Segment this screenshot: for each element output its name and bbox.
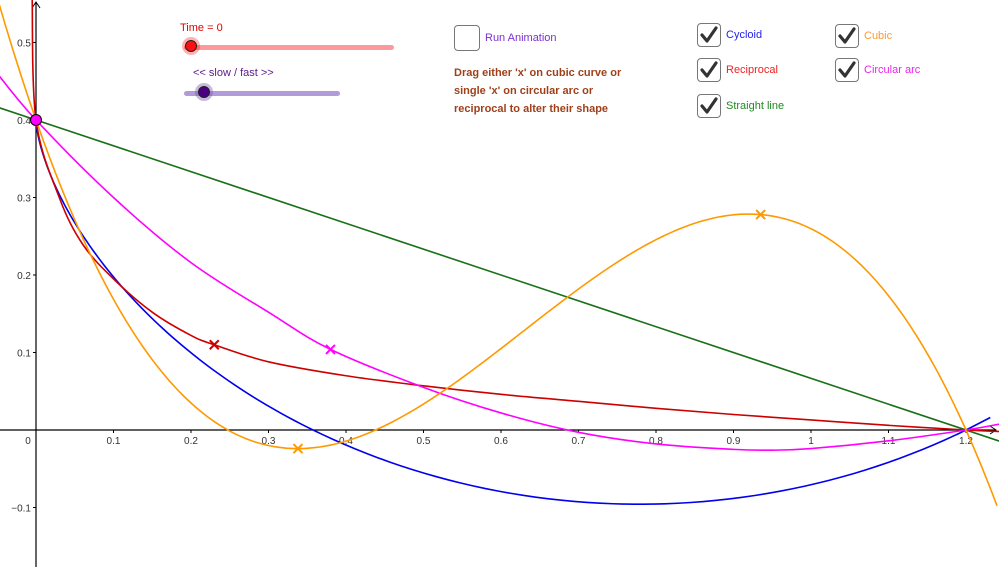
instructions-text: Drag either 'x' on cubic curve or single… (454, 67, 622, 115)
circular-arc-label: Circular arc (864, 64, 921, 76)
reciprocal-label: Reciprocal (726, 64, 778, 76)
x-tick-label: 0.1 (107, 436, 121, 447)
straight-line-checkbox[interactable]: Straight line (697, 94, 784, 118)
x-tick-label: 0.9 (727, 436, 741, 447)
cubic-curve (0, 4, 998, 507)
drag-point-x-icon[interactable] (209, 339, 220, 350)
speed-slider-knob[interactable] (198, 86, 210, 98)
x-tick-label: 1.2 (959, 436, 973, 447)
x-tick-label: 1 (808, 436, 814, 447)
x-tick-label: 0.6 (494, 436, 508, 447)
speed-slider[interactable] (184, 83, 340, 102)
circular-arc-curve (0, 75, 999, 452)
checkmark-icon[interactable] (835, 58, 859, 82)
start-point[interactable] (30, 114, 42, 126)
drag-point-x-icon[interactable] (755, 209, 766, 220)
x-tick-label: 0.7 (572, 436, 586, 447)
cubic-checkbox[interactable]: Cubic (835, 24, 892, 48)
y-tick-label: 0.5 (17, 39, 31, 50)
checkmark-icon[interactable] (697, 23, 721, 47)
run-animation-checkbox[interactable]: Run Animation (454, 25, 557, 51)
checkmark-icon[interactable] (697, 94, 721, 118)
y-tick-label: 0.4 (17, 116, 31, 127)
circular-arc-checkbox[interactable]: Circular arc (835, 58, 920, 82)
checkmark-icon[interactable] (835, 24, 859, 48)
straight-line-curve (0, 107, 999, 442)
time-slider-label: Time = 0 (180, 22, 223, 34)
y-tick-label: 0.2 (17, 271, 31, 282)
x-axis-arrow-icon (989, 425, 997, 435)
drag-point-x-icon[interactable] (292, 443, 304, 454)
x-tick-label: 0 (25, 436, 31, 447)
run-animation-box[interactable] (454, 25, 480, 51)
reciprocal-checkbox[interactable]: Reciprocal (697, 58, 778, 82)
curves (0, 0, 999, 507)
speed-slider-label: << slow / fast >> (193, 67, 274, 79)
markers[interactable] (30, 114, 766, 454)
cubic-label: Cubic (864, 30, 893, 42)
x-tick-label: 0.2 (184, 436, 198, 447)
x-tick-label: 0.3 (262, 436, 276, 447)
y-tick-label: 0.1 (17, 349, 31, 360)
x-tick-label: 0.8 (649, 436, 663, 447)
reciprocal-curve (31, 0, 999, 433)
y-axis-arrow-icon (31, 1, 41, 9)
checkmark-icon[interactable] (697, 58, 721, 82)
y-tick-label: −0.1 (11, 504, 31, 515)
cycloid-checkbox[interactable]: Cycloid (697, 23, 762, 47)
time-slider-knob[interactable] (185, 40, 197, 52)
time-slider[interactable] (182, 37, 394, 56)
y-tick-label: 0.3 (17, 194, 31, 205)
drag-point-x-icon[interactable] (325, 344, 336, 355)
x-tick-label: 0.5 (417, 436, 431, 447)
straight-line-label: Straight line (726, 100, 785, 112)
cycloid-label: Cycloid (726, 29, 763, 41)
cycloid-curve (35, 119, 991, 506)
run-animation-label: Run Animation (485, 32, 557, 44)
